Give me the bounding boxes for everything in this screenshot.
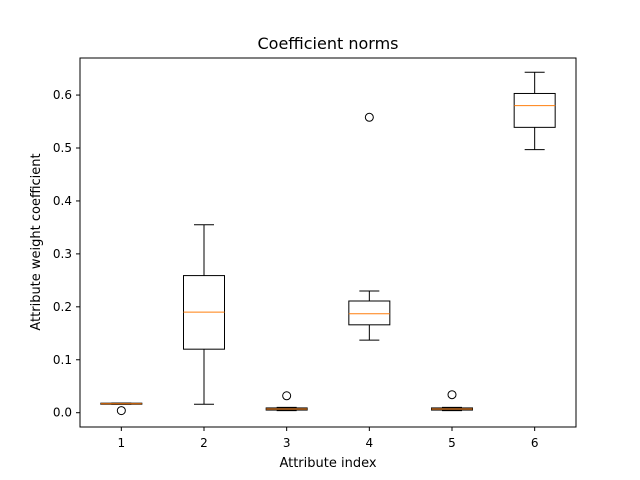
y-tick-label: 0.1 — [53, 353, 72, 367]
box-iqr — [513, 92, 556, 128]
x-tick-label: 3 — [283, 436, 291, 450]
chart-title: Coefficient norms — [257, 34, 398, 53]
x-tick-label: 2 — [200, 436, 208, 450]
box-iqr — [348, 300, 391, 326]
y-tick-label: 0.0 — [53, 406, 72, 420]
box-group-3 — [265, 391, 308, 412]
outlier-point — [116, 406, 126, 416]
plot-area-frame — [79, 57, 577, 428]
y-axis-label: Attribute weight coefficient — [29, 153, 44, 330]
box-group-6 — [513, 71, 556, 151]
y-tick-label: 0.2 — [53, 300, 72, 314]
boxes-layer — [100, 71, 556, 416]
y-tick-label: 0.3 — [53, 247, 72, 261]
x-axis: 1 2 3 4 5 6 — [118, 427, 539, 450]
x-axis-label: Attribute index — [279, 456, 376, 471]
y-axis: 0.0 0.1 0.2 0.3 0.4 0.5 0.6 — [53, 88, 80, 420]
box-group-1 — [100, 402, 143, 416]
y-tick-label: 0.6 — [53, 88, 72, 102]
outlier-point — [282, 391, 292, 401]
box-group-5 — [431, 390, 473, 412]
x-tick-label: 5 — [448, 436, 456, 450]
outlier-point — [447, 390, 457, 400]
box-group-4 — [348, 112, 391, 341]
y-tick-label: 0.5 — [53, 141, 72, 155]
x-tick-label: 6 — [531, 436, 539, 450]
outlier-point — [364, 112, 374, 122]
y-tick-label: 0.4 — [53, 194, 72, 208]
x-tick-label: 4 — [366, 436, 374, 450]
x-tick-label: 1 — [118, 436, 126, 450]
box-group-2 — [183, 224, 225, 405]
